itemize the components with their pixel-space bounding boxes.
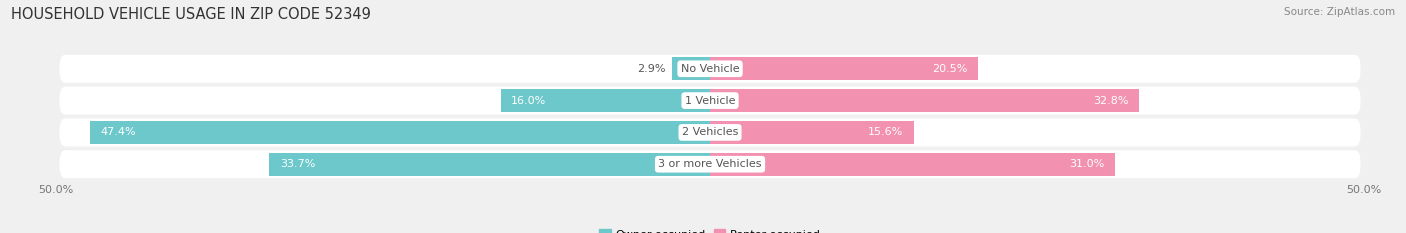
Text: 47.4%: 47.4% xyxy=(101,127,136,137)
Text: 15.6%: 15.6% xyxy=(869,127,904,137)
Bar xyxy=(710,57,979,80)
Bar xyxy=(90,121,710,144)
Bar xyxy=(672,57,710,80)
Bar xyxy=(270,153,710,176)
Text: 16.0%: 16.0% xyxy=(512,96,547,106)
FancyBboxPatch shape xyxy=(59,55,1361,83)
Bar xyxy=(710,121,914,144)
FancyBboxPatch shape xyxy=(59,87,1361,115)
FancyBboxPatch shape xyxy=(59,118,1361,146)
Bar xyxy=(710,89,1139,112)
Text: 32.8%: 32.8% xyxy=(1092,96,1129,106)
Text: 31.0%: 31.0% xyxy=(1070,159,1105,169)
Text: 20.5%: 20.5% xyxy=(932,64,967,74)
Bar xyxy=(710,153,1115,176)
FancyBboxPatch shape xyxy=(59,150,1361,178)
Text: Source: ZipAtlas.com: Source: ZipAtlas.com xyxy=(1284,7,1395,17)
Text: No Vehicle: No Vehicle xyxy=(681,64,740,74)
Legend: Owner-occupied, Renter-occupied: Owner-occupied, Renter-occupied xyxy=(595,225,825,233)
Text: 2 Vehicles: 2 Vehicles xyxy=(682,127,738,137)
Text: 2.9%: 2.9% xyxy=(637,64,665,74)
Text: 1 Vehicle: 1 Vehicle xyxy=(685,96,735,106)
Bar xyxy=(501,89,710,112)
Text: HOUSEHOLD VEHICLE USAGE IN ZIP CODE 52349: HOUSEHOLD VEHICLE USAGE IN ZIP CODE 5234… xyxy=(11,7,371,22)
Text: 3 or more Vehicles: 3 or more Vehicles xyxy=(658,159,762,169)
Text: 33.7%: 33.7% xyxy=(280,159,315,169)
